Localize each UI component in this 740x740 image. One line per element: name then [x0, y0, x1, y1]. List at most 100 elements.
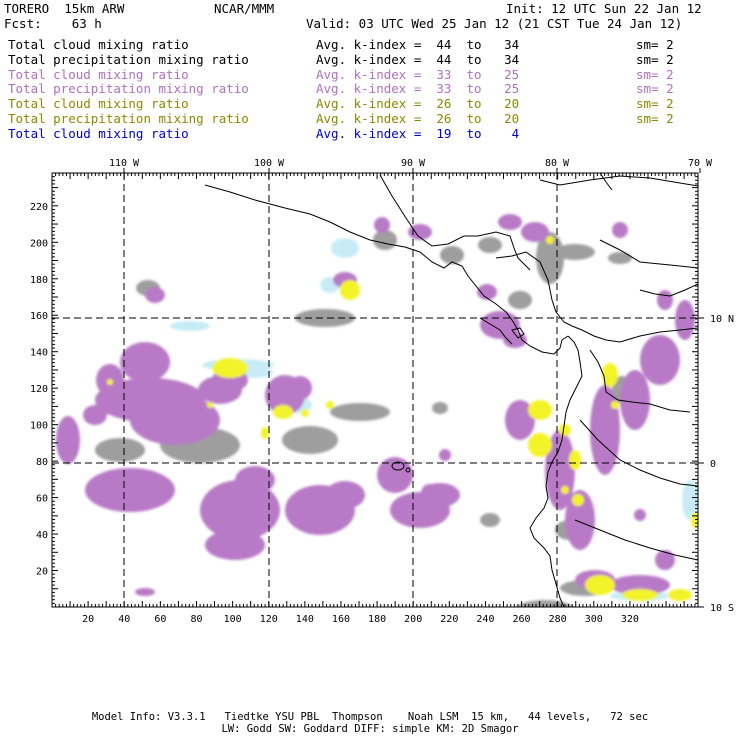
model-info-line2: LW: Godd SW: Goddard DIFF: simple KM: 2D… — [221, 723, 519, 735]
cloud-patch — [273, 405, 293, 419]
island-florida — [599, 173, 613, 191]
coastline-layer — [204, 173, 698, 607]
legend-index: Avg. k-index = 19 to 4 — [316, 125, 520, 141]
coastline-honduras — [495, 251, 621, 343]
cloud-patch — [145, 287, 165, 303]
tick-label: 20 — [82, 614, 94, 625]
cloud-patch — [261, 427, 269, 439]
tick-label: 300 — [585, 614, 603, 625]
cloud-patch — [657, 290, 673, 310]
cloud-patch — [212, 358, 248, 378]
tick-label: 180 — [368, 614, 386, 625]
legend-index: Avg. k-index = 26 to 20 — [316, 96, 520, 112]
legend-index: Avg. k-index = 33 to 25 — [316, 81, 520, 97]
cloud-patch — [130, 395, 220, 445]
tick-label: 140 — [30, 348, 48, 359]
island-galapagos-small — [405, 467, 411, 473]
cloud-patch — [135, 588, 155, 596]
tick-label: 100 — [30, 421, 48, 432]
legend-field: Total cloud mixing ratio — [8, 125, 189, 141]
init-time: Init: 12 UTC Sun 22 Jan 12 — [506, 1, 702, 16]
cloud-patch — [559, 424, 571, 436]
coastline-south-america-interior — [589, 349, 691, 413]
cloud-patch — [301, 409, 309, 417]
cloud-patch — [374, 217, 390, 233]
geo-labels: 110 W 100 W 90 W 80 W 70 W 10 N 0 10 S — [109, 158, 734, 614]
legend-sm: sm= 2 — [636, 51, 674, 67]
cloud-patch — [561, 486, 569, 494]
cloud-patch — [572, 494, 584, 506]
legend-sm: sm= 2 — [636, 37, 674, 52]
cloud-patch — [200, 480, 280, 540]
latitude-label: 10 S — [710, 603, 734, 614]
cloud-patch — [477, 284, 497, 300]
longitude-label: 80 W — [545, 158, 570, 169]
cloud-patch — [480, 513, 500, 527]
cloud-patch — [546, 236, 554, 244]
longitude-label: 110 W — [109, 158, 140, 169]
cloud-patch — [634, 509, 646, 521]
cloud-patch — [569, 450, 581, 470]
axis-ticks: 20 40 60 80 100 120 140 160 180 200 220 240 260 280 30… — [30, 173, 698, 625]
cloud-patch — [205, 530, 265, 560]
island-cuba — [539, 175, 698, 187]
cloud-patch — [439, 449, 451, 461]
tick-label: 40 — [36, 530, 48, 541]
latlon-grid — [52, 173, 698, 607]
cloud-patch — [675, 300, 695, 340]
cloud-patch — [408, 224, 432, 240]
cloud-patch — [565, 490, 595, 550]
cloud-patch — [95, 438, 145, 462]
legend-field: Total cloud mixing ratio — [8, 96, 189, 112]
cloud-patch — [440, 246, 464, 264]
coastline-caribbean-islands — [599, 239, 698, 269]
cloud-patch — [373, 230, 397, 250]
tick-label: 180 — [30, 275, 48, 286]
cloud-patch — [330, 403, 390, 421]
cloud-patch — [422, 484, 438, 496]
tick-label: 20 — [36, 567, 48, 578]
cloud-patch — [83, 405, 107, 425]
island-galapagos — [391, 461, 405, 471]
cloud-patch — [516, 600, 574, 607]
cloud-patch — [612, 222, 628, 238]
legend-sm: sm= 2 — [636, 111, 674, 126]
cloud-patch — [56, 416, 80, 464]
tick-label: 160 — [332, 614, 350, 625]
cloud-patch — [682, 480, 698, 520]
tick-label: 40 — [118, 614, 130, 625]
coastline-venezuela — [619, 327, 698, 343]
cloud-patch — [622, 589, 658, 601]
model-info-line1: Model Info: V3.3.1 Tiedtke YSU PBL Thomp… — [91, 711, 649, 723]
cloud-patch — [668, 589, 692, 601]
cloud-patch — [498, 214, 522, 230]
tick-label: 140 — [296, 614, 314, 625]
tick-label: 120 — [30, 384, 48, 395]
valid-time: Valid: 03 UTC Wed 25 Jan 12 (21 CST Tue … — [306, 16, 683, 31]
tick-label: 100 — [224, 614, 242, 625]
cloud-patch — [608, 252, 632, 264]
cloud-patch — [521, 222, 549, 242]
longitude-label: 90 W — [401, 158, 426, 169]
cloud-patch — [85, 468, 175, 512]
forecast-hour: Fcst: 63 h — [4, 16, 102, 31]
cloud-patch — [107, 379, 113, 385]
cloud-patch — [288, 376, 312, 400]
tick-label: 200 — [404, 614, 422, 625]
cloud-patch — [120, 342, 170, 382]
tick-label: 80 — [190, 614, 202, 625]
legend-field: Total cloud mixing ratio — [8, 66, 189, 82]
cloud-patch — [325, 481, 365, 509]
cloud-patch — [655, 550, 675, 570]
legend-sm: sm= 2 — [636, 96, 674, 112]
org-name: NCAR/MMM — [214, 1, 275, 16]
legend-field: Total precipitation mixing ratio — [8, 81, 249, 97]
longitude-label: 100 W — [254, 158, 285, 169]
latitude-label: 10 N — [710, 314, 734, 325]
tick-label: 320 — [621, 614, 639, 625]
cloud-patch — [295, 309, 355, 327]
cloud-patch — [528, 400, 552, 420]
legend-index: Avg. k-index = 26 to 20 — [316, 111, 520, 126]
tick-label: 280 — [549, 614, 567, 625]
tick-label: 80 — [36, 457, 48, 468]
